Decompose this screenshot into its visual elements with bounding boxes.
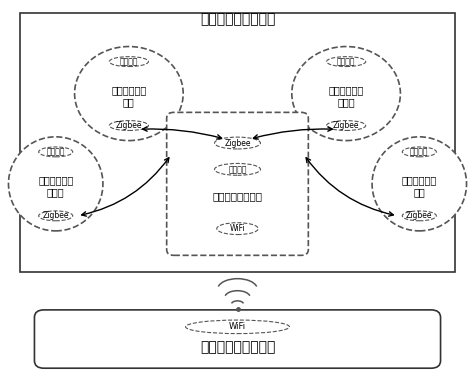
Ellipse shape: [372, 137, 466, 231]
Text: 现场测量与处理设备: 现场测量与处理设备: [200, 13, 275, 27]
Text: 微处理器: 微处理器: [410, 147, 428, 157]
Ellipse shape: [215, 163, 260, 175]
Text: Zigbee: Zigbee: [115, 121, 142, 130]
Text: 数据监测处理模块: 数据监测处理模块: [212, 191, 263, 201]
FancyBboxPatch shape: [20, 13, 455, 272]
Text: 微处理器: 微处理器: [337, 57, 355, 66]
Text: 电磁与噪声测
量模块: 电磁与噪声测 量模块: [329, 85, 364, 107]
Text: 垂直轴偏振测
量模块: 垂直轴偏振测 量模块: [38, 175, 73, 197]
Ellipse shape: [215, 137, 260, 149]
Ellipse shape: [326, 121, 366, 130]
Ellipse shape: [186, 320, 289, 334]
Text: 微处理器: 微处理器: [228, 165, 247, 174]
Ellipse shape: [9, 137, 103, 231]
Text: 发电功率测量
模块: 发电功率测量 模块: [402, 175, 437, 197]
Text: WiFi: WiFi: [229, 224, 246, 233]
Ellipse shape: [75, 47, 183, 141]
Text: 微处理器: 微处理器: [47, 147, 65, 157]
FancyBboxPatch shape: [167, 113, 308, 255]
Text: Zigbee: Zigbee: [224, 139, 251, 147]
Text: Zigbee: Zigbee: [333, 121, 360, 130]
Text: Zigbee: Zigbee: [406, 211, 433, 220]
Ellipse shape: [402, 147, 437, 157]
Ellipse shape: [326, 56, 366, 67]
Ellipse shape: [109, 121, 149, 130]
FancyBboxPatch shape: [35, 310, 440, 368]
Ellipse shape: [217, 223, 258, 235]
Text: WiFi: WiFi: [229, 322, 246, 331]
Text: 微处理器: 微处理器: [120, 57, 138, 66]
Ellipse shape: [38, 147, 73, 157]
Ellipse shape: [292, 47, 400, 141]
Text: Zigbee: Zigbee: [42, 211, 69, 220]
Ellipse shape: [402, 211, 437, 221]
Text: 上位机智能显示设备: 上位机智能显示设备: [200, 340, 275, 354]
Ellipse shape: [38, 211, 73, 221]
Ellipse shape: [109, 56, 149, 67]
Text: 空气动力测量
模块: 空气动力测量 模块: [111, 85, 146, 107]
